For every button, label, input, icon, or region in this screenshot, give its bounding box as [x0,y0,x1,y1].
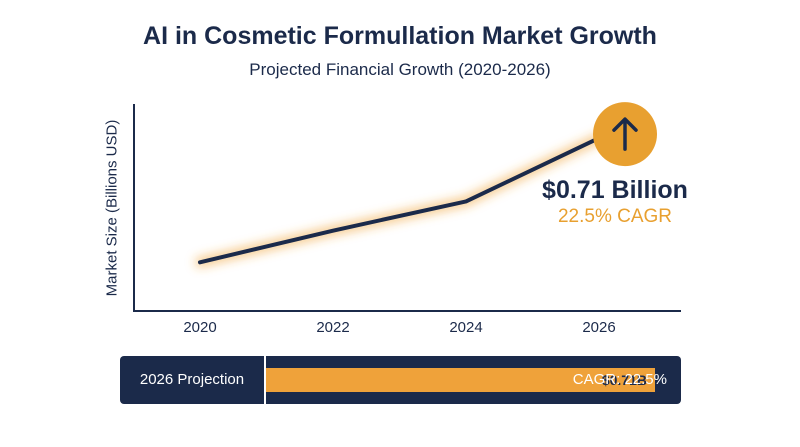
chart-canvas: 2020 2022 2024 2026 [133,102,681,336]
projection-bar: 2026 Projection $0.71B CAGR: 22.5% [120,356,681,404]
projection-label: 2026 Projection [139,371,245,388]
x-tick-2022: 2022 [316,319,349,336]
projection-fill: $0.71B [266,368,655,392]
chart-subtitle: Projected Financial Growth (2020-2026) [249,60,551,79]
series-line [198,136,601,265]
x-tick-2024: 2024 [449,319,482,336]
cagr-label: 22.5% CAGR [557,206,673,227]
projection-value: $0.71B [601,372,647,388]
arrow-up-icon [593,102,657,167]
final-value-label: $0.71 Billion [542,176,688,204]
projection-cagr: CAGR: 22.5% [572,371,667,388]
chart-title: AI in Cosmetic Formullation Market Growt… [143,22,657,50]
projection-divider [264,356,266,404]
x-axis-ticks: 2020 2022 2024 2026 [183,319,615,336]
x-tick-2026: 2026 [582,319,615,336]
x-tick-2020: 2020 [183,319,216,336]
